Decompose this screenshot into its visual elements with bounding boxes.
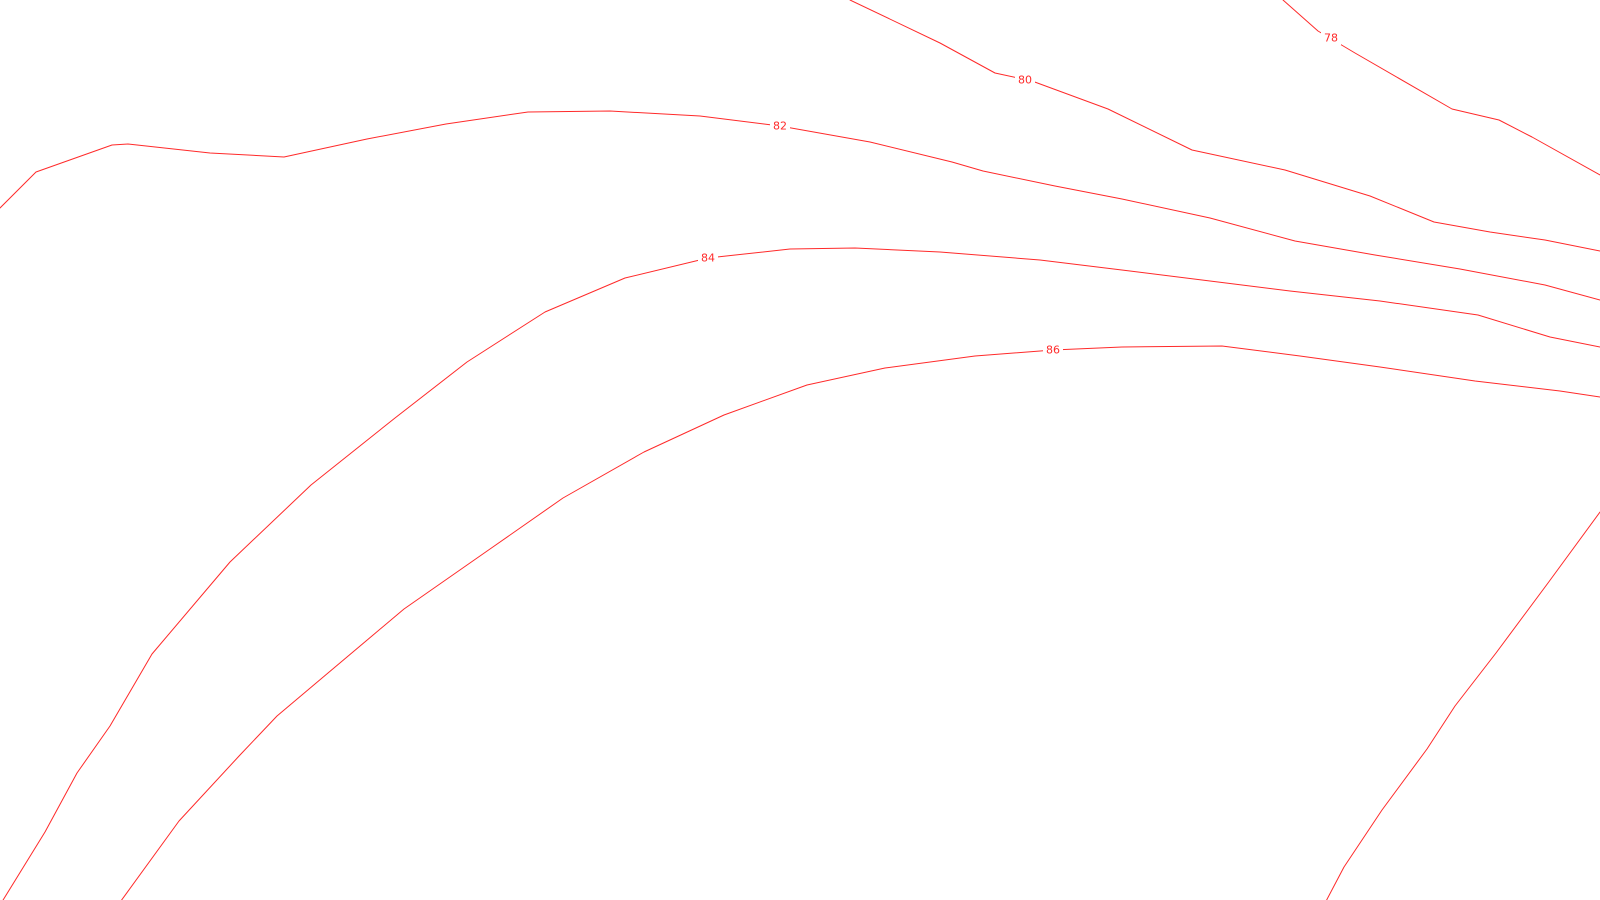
contour-80-line bbox=[849, 0, 1600, 252]
contour-78-line bbox=[1282, 0, 1600, 176]
contour-labels-layer: 78 80 82 84 86 bbox=[698, 31, 1341, 357]
contour-78-label: 78 bbox=[1324, 32, 1338, 45]
contour-80-label-halo bbox=[1015, 73, 1035, 87]
contour-82-label-halo bbox=[770, 119, 790, 133]
contour-80-label: 80 bbox=[1018, 74, 1032, 87]
contour-86-label-halo bbox=[1043, 343, 1063, 357]
contour-82-line bbox=[0, 110, 1600, 301]
contour-82-label: 82 bbox=[773, 120, 787, 133]
contour-84-label-halo bbox=[698, 251, 718, 265]
contour-right-edge-line bbox=[1326, 511, 1600, 900]
contour-86-line bbox=[121, 345, 1600, 900]
contour-84-label: 84 bbox=[701, 252, 715, 265]
contour-78-label-halo bbox=[1321, 31, 1341, 45]
contour-84-line bbox=[2, 247, 1600, 900]
contour-86-label: 86 bbox=[1046, 344, 1060, 357]
